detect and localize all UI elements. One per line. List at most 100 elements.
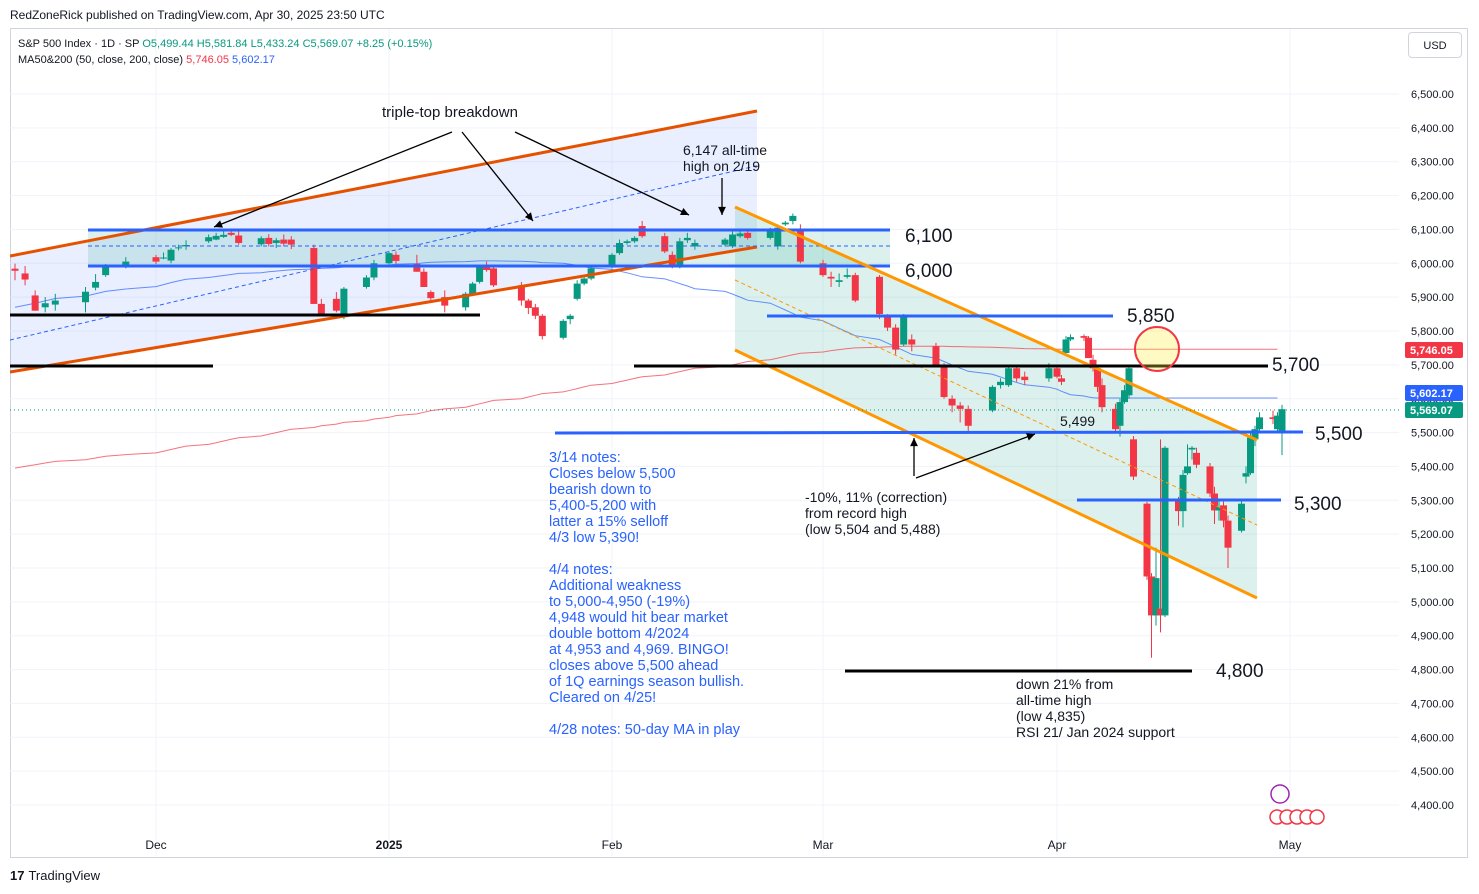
candle-body bbox=[843, 275, 851, 277]
candle-body bbox=[1157, 608, 1164, 616]
candle-body bbox=[1080, 336, 1088, 338]
ath-label: high on 2/19 bbox=[683, 158, 760, 174]
candle-body bbox=[102, 265, 110, 276]
candle-body bbox=[948, 398, 956, 406]
candle-body bbox=[175, 247, 183, 249]
close-value: C5,569.07 bbox=[302, 38, 354, 50]
candle-body bbox=[1215, 507, 1223, 511]
candle-body bbox=[1021, 376, 1029, 381]
candle-body bbox=[524, 300, 532, 308]
y-tick-label: 6,400.00 bbox=[1411, 123, 1454, 135]
candle-body bbox=[362, 277, 370, 287]
price-tag bbox=[1405, 385, 1463, 401]
candle-body bbox=[1098, 385, 1106, 408]
candle-body bbox=[1116, 402, 1124, 426]
candle-body bbox=[1184, 466, 1191, 474]
candle-body bbox=[1112, 408, 1119, 430]
candle-body bbox=[310, 248, 318, 304]
candle-body bbox=[1269, 417, 1277, 420]
y-tick-label: 5,800.00 bbox=[1411, 326, 1454, 338]
notes-line: 4/3 low 5,390! bbox=[549, 530, 639, 546]
notes-line: 4/28 notes: 50-day MA in play bbox=[549, 722, 741, 738]
candle-body bbox=[392, 254, 400, 261]
candle-body bbox=[1143, 503, 1151, 577]
price-tag-label: 5,569.07 bbox=[1410, 405, 1453, 417]
arrow-line bbox=[915, 433, 1036, 479]
notes-line: 4/4 notes: bbox=[549, 562, 613, 578]
level-label: 5,500 bbox=[1315, 424, 1363, 445]
candle-body bbox=[538, 315, 546, 337]
candle-body bbox=[220, 234, 228, 237]
candle-body bbox=[160, 257, 168, 259]
candle-body bbox=[736, 233, 744, 237]
candle-body bbox=[167, 249, 175, 261]
arrow-line bbox=[461, 131, 534, 222]
y-tick-label: 5,000.00 bbox=[1411, 597, 1454, 609]
candle-body bbox=[272, 240, 280, 243]
candle-body bbox=[280, 239, 288, 244]
y-tick-label: 5,400.00 bbox=[1411, 461, 1454, 473]
candle-body bbox=[21, 273, 29, 280]
arrow-head bbox=[680, 207, 689, 216]
event-icon bbox=[1270, 784, 1290, 804]
candle-body bbox=[1251, 429, 1259, 440]
price-tag-label: 5,602.17 bbox=[1410, 388, 1453, 400]
correction-label: -10%, 11% (correction) bbox=[805, 489, 947, 505]
down21-label: RSI 21/ Jan 2024 support bbox=[1016, 724, 1175, 740]
arrow-head bbox=[524, 212, 533, 221]
ma-label[interactable]: MA50&200 (50, close, 200, close) bbox=[18, 54, 184, 66]
candle-body bbox=[1053, 368, 1061, 377]
candle-body bbox=[573, 283, 581, 299]
high-value: H5,581.84 bbox=[196, 38, 248, 50]
y-tick-label: 5,700.00 bbox=[1411, 360, 1454, 372]
ath-label: 6,147 all-time bbox=[683, 142, 767, 158]
symbol-label[interactable]: S&P 500 Index · 1D · SP bbox=[18, 38, 140, 50]
level-label: 6,000 bbox=[905, 261, 953, 282]
candle-body bbox=[676, 241, 684, 267]
arrow-line bbox=[514, 131, 690, 216]
candle-body bbox=[257, 238, 265, 245]
candle-body bbox=[1089, 359, 1097, 369]
candle-body bbox=[1179, 474, 1187, 512]
candle-body bbox=[900, 317, 908, 345]
candle-body bbox=[631, 237, 639, 242]
candle-body bbox=[1242, 473, 1250, 477]
candle-body bbox=[265, 237, 273, 244]
candle-body bbox=[1175, 500, 1182, 512]
notes-line: 4,948 would hit bear market bbox=[549, 610, 728, 626]
notes-line: of 1Q earnings season bullish. bbox=[549, 674, 744, 690]
candle-body bbox=[827, 276, 835, 279]
candle-body bbox=[1247, 437, 1254, 474]
notes-line: 3/14 notes: bbox=[549, 450, 621, 466]
candle-body bbox=[721, 239, 729, 245]
candle-body bbox=[580, 278, 588, 284]
candle-body bbox=[41, 303, 49, 308]
correction-label: (low 5,504 and 5,488) bbox=[805, 521, 940, 537]
brand-name: TradingView bbox=[28, 868, 101, 883]
arrow-head bbox=[214, 220, 223, 228]
candle-body bbox=[566, 315, 574, 320]
notes-line: bearish down to bbox=[549, 482, 651, 498]
ohlc-row: S&P 500 Index · 1D · SP O5,499.44 H5,581… bbox=[18, 36, 432, 52]
candle-body bbox=[1013, 368, 1021, 379]
y-tick-label: 5,900.00 bbox=[1411, 292, 1454, 304]
ma-row: MA50&200 (50, close, 200, close) 5,746.0… bbox=[18, 52, 432, 68]
y-tick-label: 6,300.00 bbox=[1411, 157, 1454, 169]
x-tick-label: May bbox=[1279, 838, 1302, 852]
candle-body bbox=[781, 222, 789, 225]
candle-body bbox=[608, 254, 616, 267]
arrow-head bbox=[910, 438, 918, 447]
candle-body bbox=[420, 271, 428, 287]
chart-legend: S&P 500 Index · 1D · SP O5,499.44 H5,581… bbox=[18, 36, 432, 68]
y-tick-label: 5,500.00 bbox=[1411, 428, 1454, 440]
candle-body bbox=[819, 263, 827, 276]
notes-line: at 4,953 and 4,969. BINGO! bbox=[549, 642, 729, 658]
candle-body bbox=[227, 232, 235, 235]
candle-body bbox=[683, 237, 691, 241]
level-label: 6,100 bbox=[905, 226, 953, 247]
currency-button[interactable]: USD bbox=[1408, 32, 1462, 58]
candle-body bbox=[1058, 378, 1065, 382]
level-label: 5,850 bbox=[1127, 306, 1175, 327]
correction-label: from record high bbox=[805, 505, 907, 521]
